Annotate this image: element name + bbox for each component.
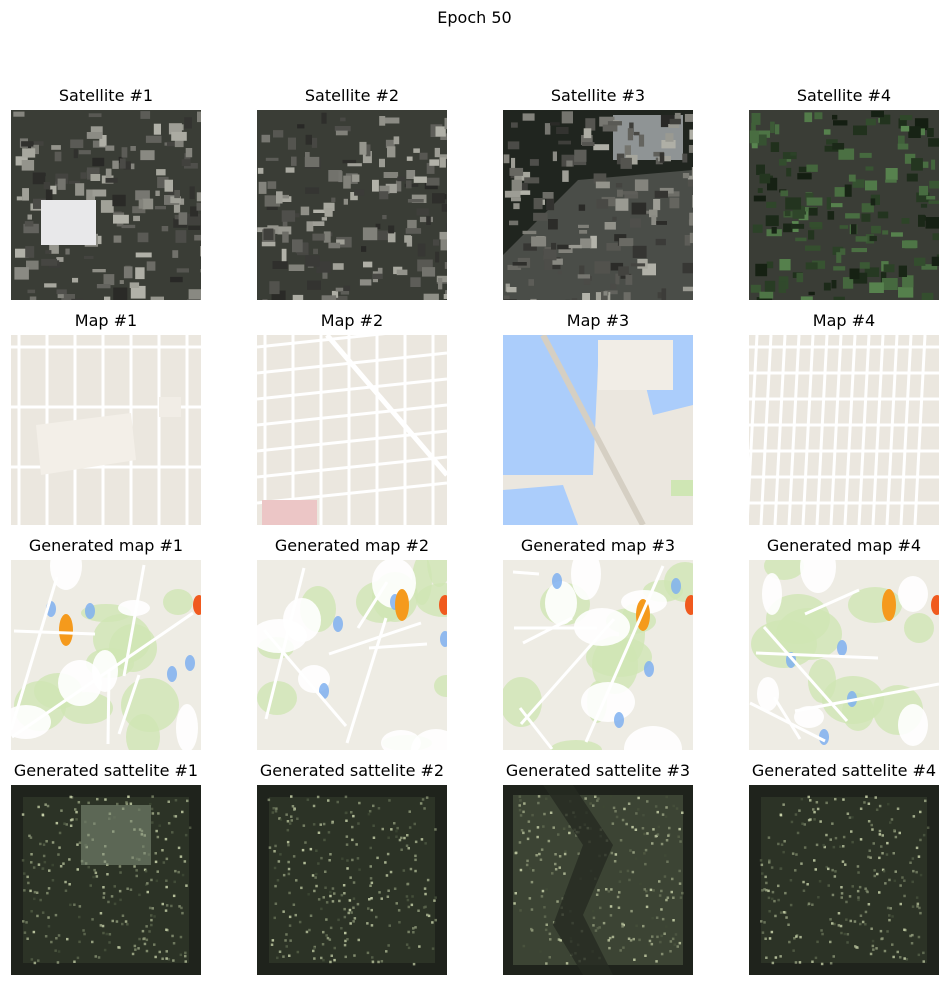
generated-satellite-panel-title: Generated sattelite #1 [13, 761, 199, 780]
satellite-panel-title: Satellite #3 [550, 86, 646, 105]
satellite-panel-title: Satellite #1 [58, 86, 154, 105]
map-panel-title: Map #2 [320, 311, 384, 330]
satellite-panel-title: Satellite #4 [796, 86, 892, 105]
generated-satellite-image [11, 785, 201, 975]
generated-satellite-image [257, 785, 447, 975]
generated-satellite-panel-title: Generated sattelite #2 [259, 761, 445, 780]
map-image [503, 335, 693, 525]
satellite-image [503, 110, 693, 300]
map-image [749, 335, 939, 525]
map-panel-title: Map #4 [812, 311, 876, 330]
figure-title: Epoch 50 [437, 8, 512, 27]
map-panel-title: Map #3 [566, 311, 630, 330]
satellite-image [749, 110, 939, 300]
map-panel-title: Map #1 [74, 311, 138, 330]
generated-map-image [749, 560, 939, 750]
generated-map-panel-title: Generated map #4 [766, 536, 922, 555]
generated-satellite-panel-title: Generated sattelite #3 [505, 761, 691, 780]
generated-map-panel-title: Generated map #2 [274, 536, 430, 555]
generated-satellite-panel-title: Generated sattelite #4 [751, 761, 937, 780]
generated-map-image [503, 560, 693, 750]
generated-map-image [257, 560, 447, 750]
map-image [11, 335, 201, 525]
generated-map-image [11, 560, 201, 750]
generated-map-panel-title: Generated map #1 [28, 536, 184, 555]
satellite-image [11, 110, 201, 300]
generated-satellite-image [503, 785, 693, 975]
satellite-panel-title: Satellite #2 [304, 86, 400, 105]
map-image [257, 335, 447, 525]
satellite-image [257, 110, 447, 300]
generated-satellite-image [749, 785, 939, 975]
generated-map-panel-title: Generated map #3 [520, 536, 676, 555]
